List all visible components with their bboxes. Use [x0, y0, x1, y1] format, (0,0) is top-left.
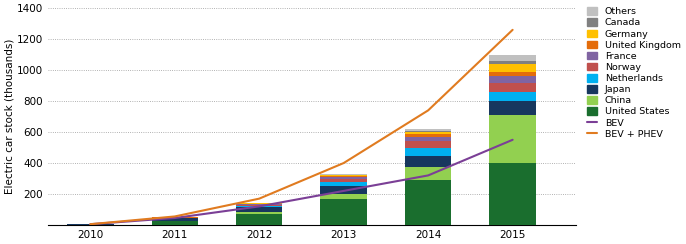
- Bar: [152, 218, 198, 221]
- Bar: [405, 134, 451, 137]
- BEV + PHEV: [171, 215, 179, 218]
- Bar: [405, 137, 451, 141]
- BEV + PHEV: [255, 197, 263, 200]
- Bar: [236, 212, 283, 214]
- Bar: [405, 156, 451, 167]
- Bar: [489, 61, 536, 64]
- Bar: [236, 214, 283, 225]
- Bar: [489, 82, 536, 92]
- BEV: [340, 189, 348, 192]
- Bar: [489, 76, 536, 82]
- Bar: [405, 167, 451, 180]
- Bar: [320, 199, 367, 225]
- BEV + PHEV: [508, 28, 517, 31]
- Line: BEV + PHEV: BEV + PHEV: [91, 30, 512, 224]
- BEV + PHEV: [86, 223, 95, 226]
- Bar: [489, 55, 536, 61]
- Y-axis label: Electric car stock (thousands): Electric car stock (thousands): [4, 39, 14, 194]
- Bar: [489, 163, 536, 225]
- Bar: [320, 182, 367, 186]
- BEV + PHEV: [424, 109, 432, 112]
- Bar: [236, 204, 283, 205]
- Bar: [405, 132, 451, 134]
- Bar: [236, 205, 283, 206]
- BEV + PHEV: [340, 162, 348, 164]
- Legend: Others, Canada, Germany, United Kingdom, France, Norway, Netherlands, Japan, Chi: Others, Canada, Germany, United Kingdom,…: [586, 6, 682, 140]
- Bar: [405, 131, 451, 132]
- Bar: [320, 176, 367, 177]
- Bar: [236, 206, 283, 207]
- Bar: [405, 129, 451, 131]
- Bar: [489, 101, 536, 115]
- BEV: [255, 205, 263, 208]
- Bar: [489, 115, 536, 163]
- Bar: [320, 177, 367, 179]
- Bar: [405, 141, 451, 148]
- Bar: [320, 194, 367, 199]
- BEV: [86, 223, 95, 226]
- Bar: [236, 207, 283, 212]
- Bar: [320, 175, 367, 176]
- Bar: [320, 174, 367, 175]
- Bar: [489, 72, 536, 76]
- Bar: [489, 64, 536, 72]
- Bar: [236, 203, 283, 204]
- Bar: [67, 224, 113, 225]
- Line: BEV: BEV: [91, 140, 512, 224]
- BEV: [508, 138, 517, 141]
- Bar: [320, 186, 367, 194]
- Bar: [405, 148, 451, 156]
- Bar: [152, 221, 198, 225]
- Bar: [489, 92, 536, 101]
- Bar: [320, 179, 367, 182]
- BEV: [171, 216, 179, 219]
- Bar: [405, 180, 451, 225]
- BEV: [424, 174, 432, 177]
